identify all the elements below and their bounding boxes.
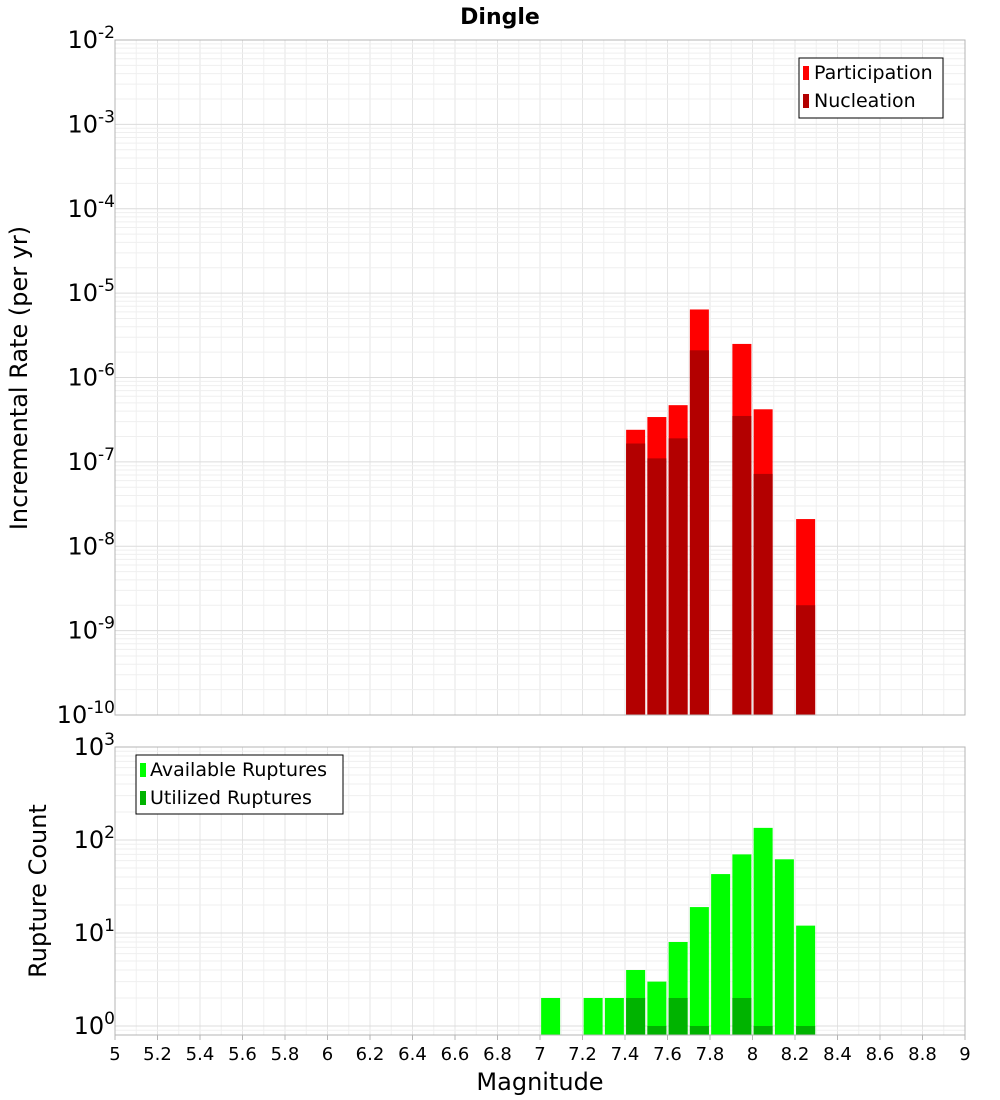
x-tick-label: 6 [322,1044,333,1065]
bottom-bar-utilized-ruptures [796,1025,816,1035]
y-tick-label: 102 [74,823,115,854]
legend-swatch-utilized [140,791,146,805]
bottom-bar-utilized-ruptures [753,1025,773,1035]
bottom-bar-available-ruptures [604,997,624,1035]
bottom-bar-utilized-ruptures [626,997,646,1035]
x-tick-label: 7.6 [653,1044,682,1065]
x-tick-label: 8.4 [823,1044,852,1065]
top-y-axis-label: Incremental Rate (per yr) [5,226,33,530]
top-bar-nucleation [689,350,709,715]
top-y-tick-labels: 10-10 10-9 10-8 10-7 10-6 10-5 10-4 10-3 10-2 [57,23,115,729]
top-bar-nucleation [668,438,688,715]
x-tick-label: 5.4 [186,1044,215,1065]
top-plot-frame [114,39,966,716]
bottom-bar-available-ruptures [711,874,731,1035]
bottom-bar-available-ruptures [774,859,794,1035]
y-tick-label: 10-3 [68,107,116,138]
bottom-bar-available-ruptures [796,925,816,1035]
x-tick-label: 7.8 [696,1044,725,1065]
x-tick-label: 7.4 [611,1044,640,1065]
bottom-legend-box [135,754,344,815]
y-tick-label: 10-4 [68,192,116,223]
x-tick-label: 5 [109,1044,120,1065]
y-tick-label: 10-7 [68,445,116,476]
top-bar-nucleation [796,605,816,715]
legend-label-utilized: Utilized Ruptures [150,787,312,809]
y-tick-label: 10-5 [68,276,116,307]
x-tick-label: 8 [747,1044,758,1065]
top-grid [114,40,966,716]
legend-swatch-nucleation [803,94,809,108]
y-tick-label: 103 [74,730,115,761]
bottom-panel: 100 101 102 103 5 5.2 5.4 5.6 5.8 6 6.2 6.4 6.6 6.8 7… [24,730,971,1096]
legend-label-participation: Participation [814,62,933,84]
x-tick-label: 7.2 [568,1044,597,1065]
bottom-bars [541,827,816,1035]
top-legend-box [798,57,944,119]
bottom-bar-utilized-ruptures [732,997,752,1035]
chart-title: Dingle [460,5,540,30]
bottom-bar-available-ruptures [753,827,773,1035]
x-tick-label: 8.8 [908,1044,937,1065]
bottom-bar-available-ruptures [541,997,561,1035]
legend-swatch-available [140,763,146,777]
y-tick-label: 10-10 [57,698,115,729]
top-bar-nucleation [753,473,773,715]
x-tick-label: 7 [534,1044,545,1065]
y-tick-label: 10-9 [68,614,116,645]
x-tick-label: 8.2 [781,1044,810,1065]
x-tick-label: 9 [959,1044,970,1065]
x-tick-label: 6.4 [398,1044,427,1065]
bottom-y-tick-labels: 100 101 102 103 [74,730,115,1040]
bottom-bar-available-ruptures [689,907,709,1035]
bottom-bar-available-ruptures [647,981,667,1035]
bottom-bar-utilized-ruptures [647,1025,667,1035]
y-tick-label: 101 [74,916,115,947]
y-tick-label: 10-8 [68,529,116,560]
top-bar-nucleation [647,458,667,715]
x-tick-label: 6.8 [483,1044,512,1065]
top-bar-nucleation [732,415,752,715]
legend-label-available: Available Ruptures [150,759,327,781]
x-tick-label: 6.2 [356,1044,385,1065]
y-tick-label: 100 [74,1009,115,1040]
bottom-bar-utilized-ruptures [689,1025,709,1035]
x-tick-label: 5.2 [143,1044,172,1065]
top-bar-nucleation [626,443,646,715]
y-tick-label: 10-2 [68,23,116,54]
bottom-y-axis-label: Rupture Count [24,804,52,978]
x-tick-label: 6.6 [441,1044,470,1065]
top-legend: Participation Nucleation [798,57,944,119]
bottom-legend: Available Ruptures Utilized Ruptures [135,754,344,815]
bottom-bar-utilized-ruptures [668,997,688,1035]
legend-label-nucleation: Nucleation [814,90,916,112]
y-tick-label: 10-6 [68,361,116,392]
top-bars [626,309,816,715]
x-tick-labels: 5 5.2 5.4 5.6 5.8 6 6.2 6.4 6.6 6.8 7 7.2 7.4 7.6 7.8 8… [109,1035,971,1065]
bottom-bar-available-ruptures [732,854,752,1035]
x-axis-label: Magnitude [476,1068,603,1096]
x-tick-label: 8.6 [866,1044,895,1065]
top-panel: 10-10 10-9 10-8 10-7 10-6 10-5 10-4 10-3 10-2 In… [5,23,966,729]
x-tick-label: 5.6 [228,1044,257,1065]
legend-swatch-participation [803,66,809,80]
bottom-bar-available-ruptures [583,997,603,1035]
x-tick-label: 5.8 [271,1044,300,1065]
